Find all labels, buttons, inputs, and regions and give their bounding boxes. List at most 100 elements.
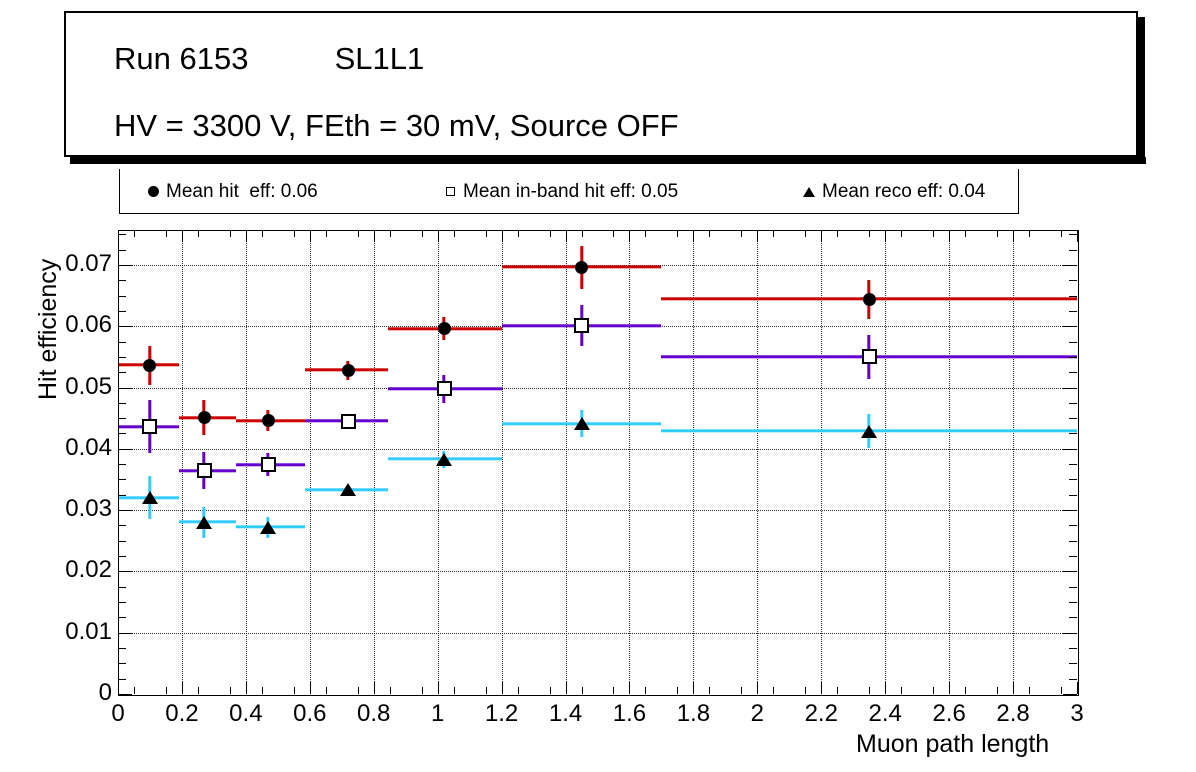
y-tick-right	[1069, 310, 1077, 312]
gridline-vertical	[373, 230, 375, 694]
y-tick-right	[1069, 540, 1077, 542]
y-tick-minor	[118, 402, 126, 404]
data-point-square[interactable]	[196, 463, 212, 479]
x-tick-top	[677, 230, 679, 237]
y-tick-right	[1069, 602, 1077, 604]
x-tick-label: 0.2	[165, 700, 199, 727]
x-tick-label: 1.4	[548, 700, 583, 727]
data-point-circle[interactable]	[341, 363, 355, 377]
x-tick-label: 2.6	[932, 700, 966, 727]
y-tick-minor	[118, 602, 126, 604]
x-tick-top	[1029, 230, 1031, 237]
x-tick-label: 0.6	[293, 700, 327, 727]
x-tick-top	[693, 230, 695, 242]
y-tick-major	[118, 264, 132, 266]
data-point-triangle[interactable]	[141, 491, 158, 505]
x-tick-top	[581, 230, 583, 237]
x-tick-major	[821, 682, 823, 694]
x-tick-top	[629, 230, 631, 242]
data-point-circle[interactable]	[143, 358, 157, 372]
x-tick-label: 0.8	[357, 700, 391, 727]
y-tick-minor	[118, 418, 126, 420]
data-point-triangle[interactable]	[340, 483, 357, 497]
y-tick-minor	[118, 678, 126, 680]
gridline-vertical	[1013, 230, 1015, 694]
x-tick-major	[373, 682, 375, 694]
data-point-circle[interactable]	[261, 414, 275, 428]
data-point-triangle[interactable]	[573, 417, 590, 431]
x-tick-minor	[517, 687, 519, 694]
data-point-circle[interactable]	[197, 411, 211, 425]
data-point-square[interactable]	[861, 349, 877, 365]
data-point-square[interactable]	[340, 413, 356, 429]
y-tick-right	[1069, 280, 1077, 282]
x-tick-top	[949, 230, 951, 242]
x-tick-label: 2.4	[868, 700, 902, 727]
y-tick-right	[1069, 663, 1077, 665]
y-tick-major	[118, 448, 132, 450]
x-tick-label: 1.8	[676, 700, 711, 727]
legend-entry-reco-eff[interactable]: Mean reco eff: 0.04	[796, 169, 985, 214]
x-tick-minor	[741, 687, 743, 694]
y-tick-right	[1069, 356, 1077, 358]
y-tick-right	[1069, 556, 1077, 558]
y-tick-right	[1063, 694, 1077, 695]
plot-frame	[118, 230, 1079, 696]
y-tick-major	[118, 326, 132, 328]
x-tick-top	[885, 230, 887, 242]
x-tick-minor	[197, 687, 199, 694]
legend-entry-hit-eff[interactable]: Mean hit eff: 0.06	[140, 169, 318, 214]
y-tick-right	[1063, 632, 1077, 634]
data-point-circle[interactable]	[575, 260, 589, 274]
y-tick-right	[1069, 617, 1077, 619]
x-tick-top	[1077, 230, 1078, 242]
y-tick-right	[1069, 295, 1077, 297]
data-point-triangle[interactable]	[436, 452, 453, 466]
gridline-horizontal	[118, 632, 1077, 634]
x-tick-minor	[837, 687, 839, 694]
x-tick-top	[389, 230, 391, 237]
x-tick-top	[869, 230, 871, 237]
filled-circle-icon	[140, 186, 166, 197]
y-tick-right	[1069, 586, 1077, 588]
x-tick-minor	[965, 687, 967, 694]
data-point-circle[interactable]	[437, 322, 451, 336]
x-tick-top	[421, 230, 423, 237]
x-tick-label: 2.2	[804, 700, 838, 727]
title-line-conditions: HV = 3300 V, FEth = 30 mV, Source OFF	[114, 108, 679, 143]
y-tick-label: 0.05	[65, 372, 112, 400]
x-tick-top	[997, 230, 999, 237]
legend-label-hit-eff: Mean hit eff: 0.06	[166, 180, 318, 202]
x-tick-label: 0	[111, 700, 125, 727]
title-line-run: Run 6153 SL1L1	[114, 41, 425, 76]
data-point-triangle[interactable]	[861, 424, 878, 438]
y-tick-major	[118, 510, 132, 512]
y-axis-title: Hit efficiency	[34, 258, 62, 400]
data-point-triangle[interactable]	[260, 520, 277, 534]
x-tick-top	[821, 230, 823, 242]
x-tick-top	[549, 230, 551, 237]
x-tick-top	[901, 230, 903, 237]
x-tick-top	[773, 230, 775, 237]
gridline-horizontal	[118, 510, 1077, 512]
data-point-square[interactable]	[142, 419, 158, 435]
legend-entry-inband-hit-eff[interactable]: Mean in-band hit eff: 0.05	[437, 169, 678, 214]
x-tick-minor	[325, 687, 327, 694]
x-tick-minor	[645, 687, 647, 694]
data-point-triangle[interactable]	[196, 515, 213, 529]
data-point-square[interactable]	[260, 457, 276, 473]
gridline-vertical	[949, 230, 951, 694]
y-tick-major	[118, 694, 132, 695]
x-tick-label: 2.8	[996, 700, 1030, 727]
legend-label-reco-eff: Mean reco eff: 0.04	[822, 180, 986, 202]
x-tick-top	[517, 230, 519, 237]
data-point-circle[interactable]	[862, 292, 876, 306]
x-tick-minor	[677, 687, 679, 694]
x-tick-minor	[933, 687, 935, 694]
plot-area	[118, 230, 1077, 694]
data-point-square[interactable]	[436, 381, 452, 397]
y-tick-right	[1063, 264, 1077, 266]
data-point-square[interactable]	[574, 318, 590, 334]
x-tick-top	[565, 230, 567, 242]
